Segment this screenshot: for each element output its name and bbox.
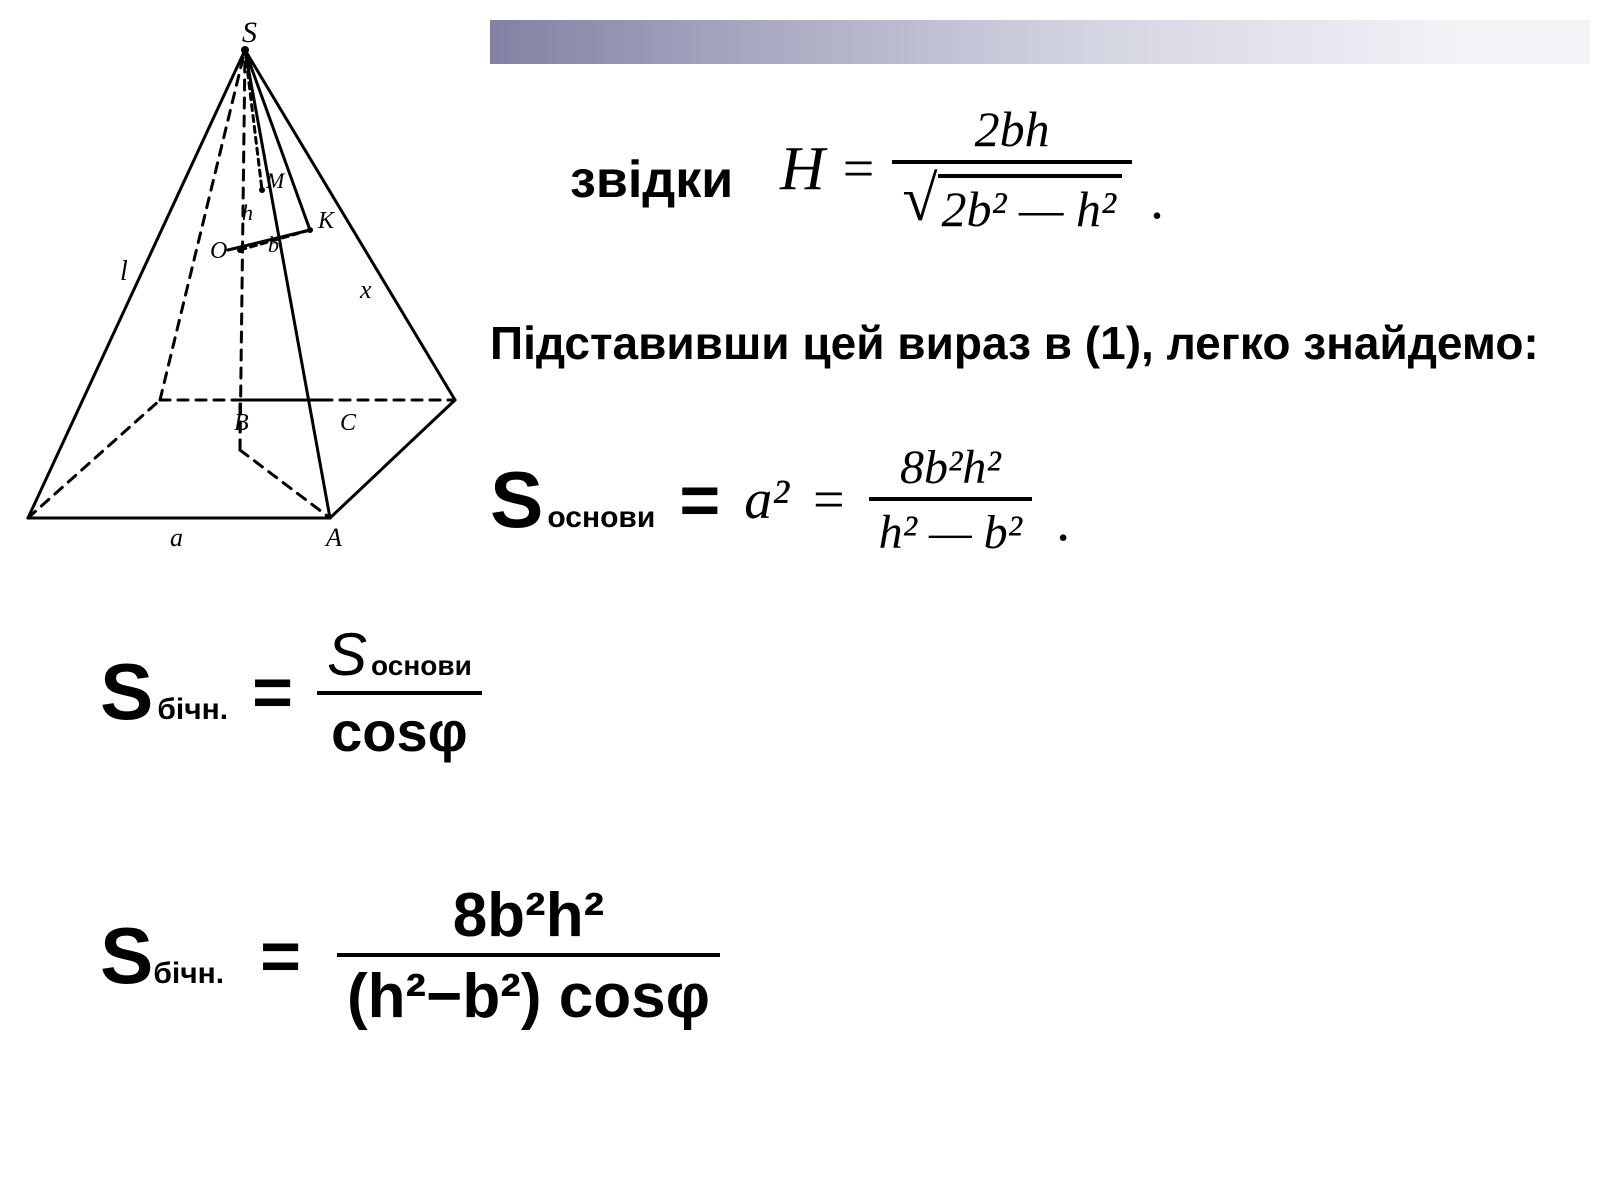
Sosn-dot: . <box>1056 490 1070 554</box>
H-numer: 2bh <box>892 100 1132 160</box>
formula-H: H = 2bh √ 2b² — h² . <box>780 100 1164 238</box>
S-symbol-2: S <box>100 646 153 738</box>
S-numer-symbol: S <box>327 620 367 689</box>
lbl-C: C <box>340 410 357 436</box>
text-substituting: Підставивши цей вираз в (1), легко знайд… <box>490 315 1570 373</box>
lbl-O: O <box>210 238 227 264</box>
a-squared: a² <box>744 468 789 532</box>
S-sub-bichn-2: бічн. <box>153 957 224 991</box>
Sosn-denom: h² — b² <box>869 497 1032 560</box>
S-sub-osnovy: основи <box>547 501 655 535</box>
S-sub-bichn: бічн. <box>157 693 228 727</box>
lbl-l: l <box>120 256 128 287</box>
H-denom: 2b² — h² <box>938 174 1122 238</box>
lbl-h: h <box>242 200 253 225</box>
lbl-a: a <box>170 523 183 550</box>
S-symbol-3: S <box>100 910 153 1002</box>
Sbic2-denom: (h²−b²) cosφ <box>337 953 720 1032</box>
Sosn-numer: 8b²h² <box>869 440 1032 497</box>
lbl-S: S <box>242 20 257 49</box>
lbl-b: b <box>268 232 279 257</box>
S-symbol: S <box>490 454 543 546</box>
formula-S-bichn-ratio: S бічн. = S основи cosφ <box>100 620 482 764</box>
H-lhs: H <box>780 134 825 205</box>
lbl-B: B <box>234 410 249 436</box>
Sbic1-denom: cosφ <box>317 691 482 764</box>
pyramid-diagram: S M K O h b B C A a l x <box>10 20 480 550</box>
formula-S-bichn-final: S бічн. = 8b²h² (h²−b²) cosφ <box>100 880 720 1032</box>
top-gradient-bar <box>490 20 1590 64</box>
text-zvidky: звідки <box>570 150 733 210</box>
lbl-M: M <box>265 168 286 193</box>
H-dot: . <box>1150 168 1164 232</box>
formula-S-osnovy: S основи = a² = 8b²h² h² — b² . <box>490 440 1070 560</box>
Sbic2-numer: 8b²h² <box>337 880 720 953</box>
lbl-K: K <box>317 208 336 234</box>
lbl-A: A <box>324 523 342 550</box>
lbl-x: x <box>359 275 372 304</box>
S-numer-sub: основи <box>371 650 472 682</box>
